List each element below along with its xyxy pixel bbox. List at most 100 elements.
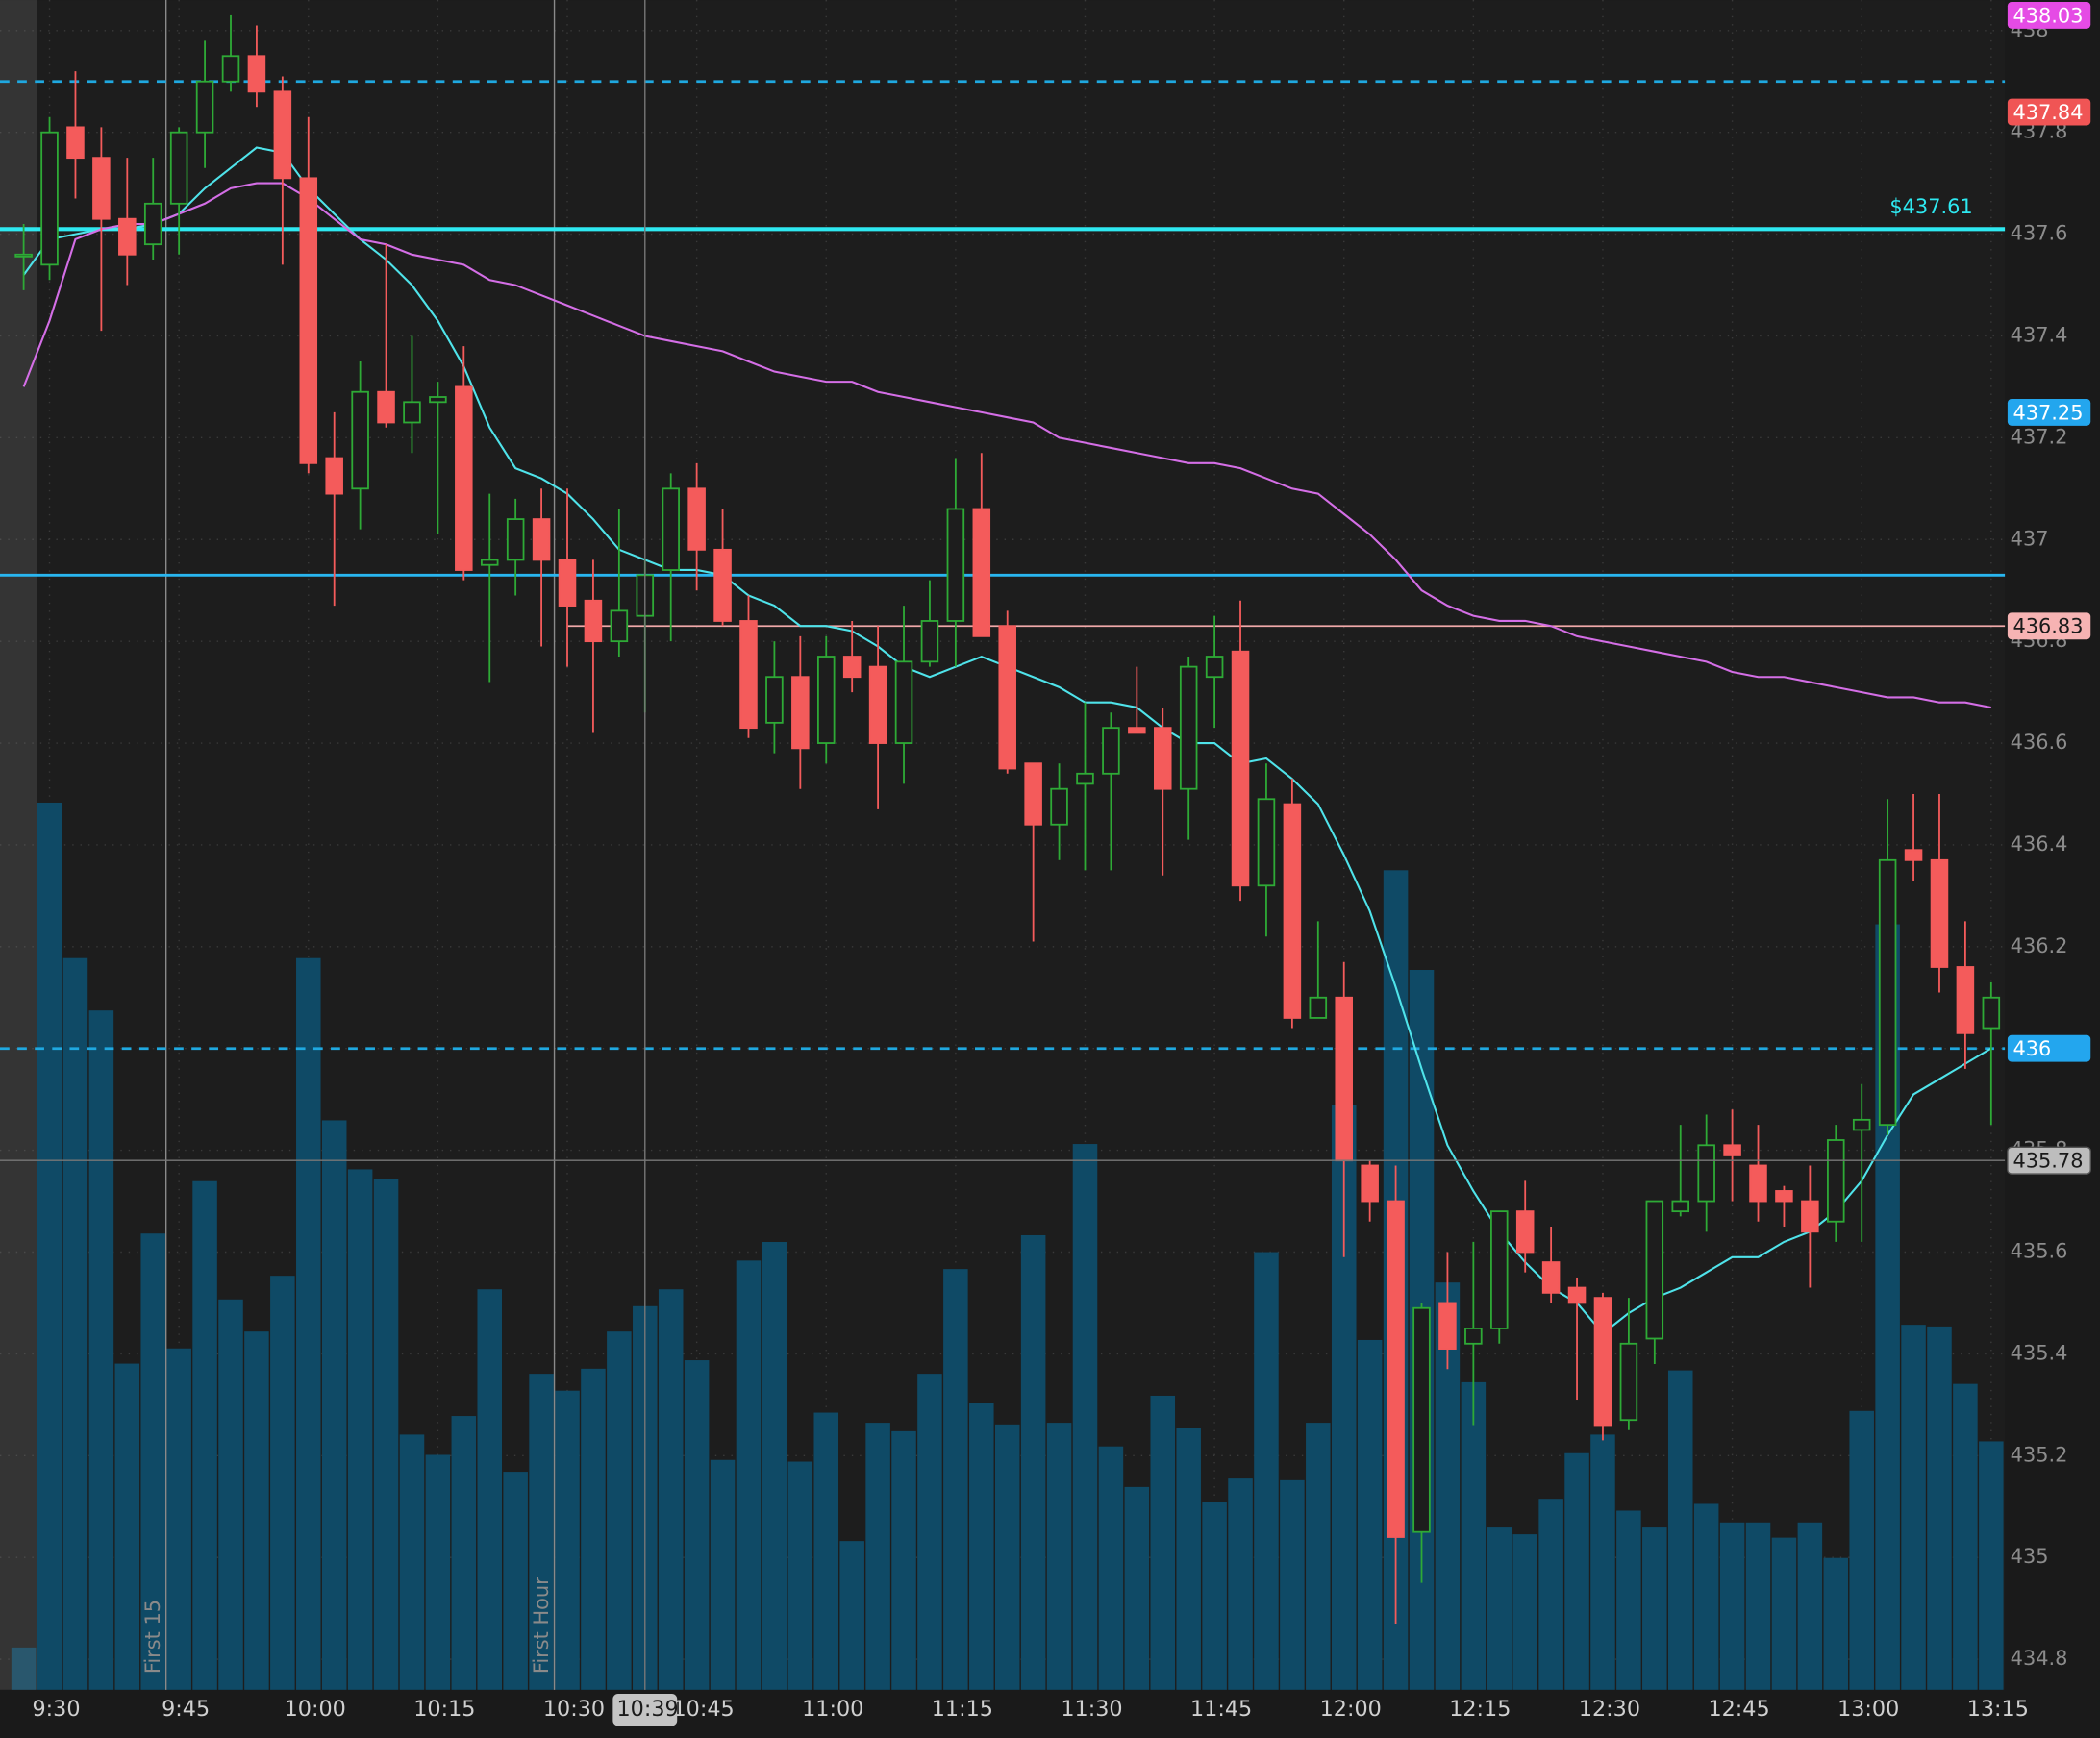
volume-bar (1927, 1326, 1952, 1690)
volume-bar (1953, 1383, 1978, 1690)
premarket-shade (0, 0, 38, 1690)
y-tick-label: 435.2 (2011, 1443, 2068, 1466)
volume-bar (1693, 1503, 1719, 1690)
x-tick-label: 12:45 (1708, 1697, 1769, 1722)
candle-body (739, 620, 758, 730)
x-tick-label: 10:30 (543, 1697, 605, 1722)
y-tick-label: 436.6 (2011, 731, 2068, 754)
candle-body (1257, 798, 1276, 887)
candle-body (1361, 1164, 1379, 1203)
y-tick-label: 437.2 (2011, 425, 2068, 448)
volume-bar (917, 1374, 942, 1690)
candle-body (1050, 787, 1068, 826)
candle-body (1076, 772, 1094, 785)
volume-bar (581, 1368, 606, 1690)
candle-body (946, 508, 965, 622)
candle-body (1024, 762, 1042, 826)
candle-body (920, 620, 939, 663)
volume-bar (1823, 1557, 1849, 1690)
candle-body (247, 55, 266, 93)
candle-body (1179, 665, 1198, 790)
price-tag-label: 436.83 (2012, 615, 2083, 638)
candle-body (765, 676, 784, 724)
candle-body (1671, 1200, 1690, 1213)
candle-body (1723, 1144, 1741, 1156)
volume-bar (166, 1348, 191, 1690)
candle-body (816, 656, 836, 744)
candle-body (40, 131, 59, 266)
volume-bar (503, 1472, 528, 1690)
x-tick-label: 11:30 (1061, 1697, 1122, 1722)
moving-average (22, 182, 1991, 709)
x-tick-label: 10:45 (673, 1697, 735, 1722)
y-tick-label: 437 (2011, 527, 2049, 550)
volume-bar (762, 1242, 788, 1690)
volume-bar (114, 1363, 140, 1690)
y-tick-label: 435.4 (2011, 1341, 2068, 1364)
price-tag (2007, 1, 2091, 29)
candle-body (1438, 1302, 1457, 1350)
x-tick-label: 12:00 (1320, 1697, 1382, 1722)
candle-body (455, 385, 473, 571)
candle-body (584, 599, 603, 643)
candle-body (1801, 1200, 1819, 1233)
x-tick-label: 9:45 (162, 1697, 210, 1722)
volume-bar (451, 1416, 477, 1690)
volume-bar (1461, 1381, 1487, 1690)
volume-bar (1098, 1446, 1124, 1690)
y-tick-label: 436.4 (2011, 832, 2068, 856)
volume-bar (1564, 1452, 1589, 1690)
candle-body (506, 518, 525, 561)
candle-body (713, 548, 732, 622)
candle-body (1749, 1164, 1767, 1203)
candle-body (299, 177, 318, 464)
volume-bar (1357, 1339, 1383, 1690)
candle-body (1852, 1118, 1871, 1131)
candle-body (894, 660, 913, 744)
x-tick-label: 13:00 (1838, 1697, 1899, 1722)
candle-body (1593, 1297, 1612, 1427)
volume-bar (684, 1360, 710, 1690)
candle-body (1827, 1139, 1845, 1223)
volume-bar (865, 1423, 890, 1690)
candle-body (998, 625, 1016, 770)
candle-body (1102, 727, 1120, 775)
volume-bar (788, 1461, 813, 1690)
x-tick-label: 12:30 (1579, 1697, 1640, 1722)
candle-body (558, 559, 577, 607)
volume-bar (555, 1390, 580, 1690)
candle-body (1567, 1286, 1587, 1304)
candle-body (143, 202, 162, 246)
volume-bar (244, 1331, 269, 1690)
price-level-label: $437.61 (1889, 195, 1972, 218)
volume-bar (813, 1412, 839, 1690)
volume-bar (477, 1289, 503, 1690)
volume-bar (1979, 1441, 2004, 1690)
candle-body (532, 518, 551, 561)
candle-body (377, 390, 395, 424)
volume-bar (296, 957, 321, 1690)
price-tag (2007, 398, 2091, 426)
candle-body (972, 508, 991, 637)
candle-body (791, 676, 810, 750)
candle-body (1205, 656, 1224, 679)
candle-body (325, 457, 343, 495)
volume-bar (1306, 1423, 1331, 1690)
volume-bar (1642, 1527, 1667, 1690)
candle-body (662, 487, 680, 571)
volume-bar (1046, 1423, 1072, 1690)
volume-bar (1072, 1144, 1098, 1690)
candle-body (1645, 1200, 1664, 1340)
volume-bar (1228, 1478, 1253, 1690)
y-tick-label: 437.6 (2011, 222, 2068, 245)
x-tick-label: 9:30 (33, 1697, 81, 1722)
candle-body (195, 80, 214, 134)
candle-body (1982, 996, 2001, 1030)
candle-body (273, 90, 292, 180)
candle-body (1697, 1144, 1715, 1203)
y-tick-label: 436.2 (2011, 934, 2068, 957)
volume-bar (1616, 1510, 1641, 1690)
candle-body (1956, 966, 1975, 1034)
candle-body (169, 131, 188, 205)
